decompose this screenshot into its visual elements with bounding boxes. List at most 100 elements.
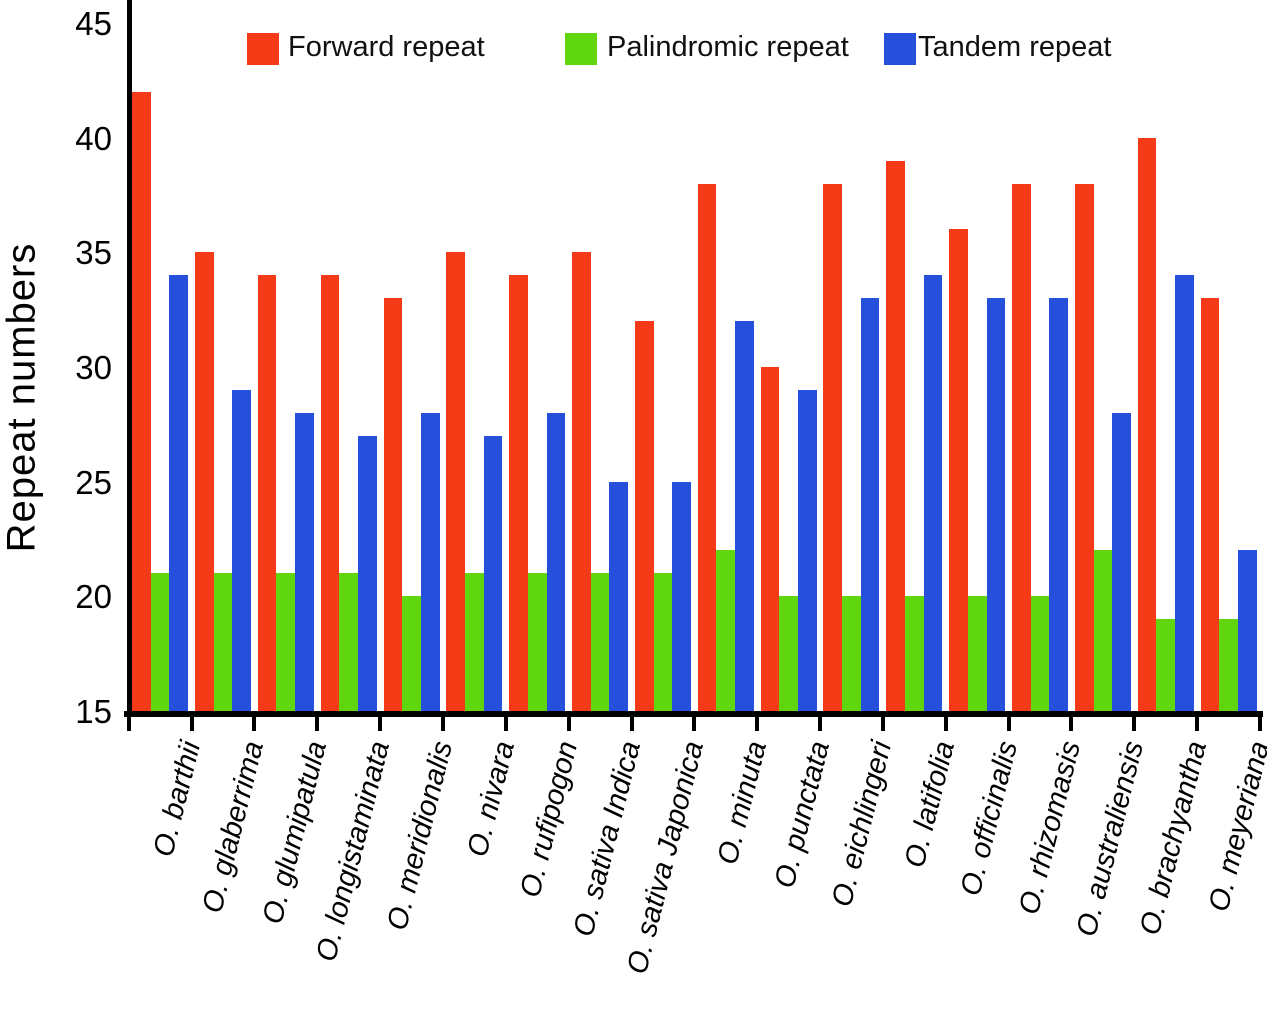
y-axis-line (127, 0, 132, 717)
x-tick-mark (252, 717, 257, 731)
x-tick-mark (1069, 717, 1074, 731)
y-tick-label-15: 15 (75, 693, 112, 730)
x-tick-mark (1258, 717, 1262, 731)
x-tick-mark (315, 717, 320, 731)
legend-label-tandem-repeat: Tandem repeat (918, 31, 1112, 63)
bar-tandem-repeat-5 (420, 412, 440, 711)
legend-label-palindromic-repeat: Palindromic repeat (607, 31, 849, 63)
bar-palindromic-repeat-10 (716, 550, 736, 711)
x-tick-mark (503, 717, 508, 731)
bar-tandem-repeat-2 (232, 389, 251, 711)
bar-palindromic-repeat-8 (590, 573, 610, 711)
legend-swatch-tandem-repeat (884, 33, 916, 65)
bar-tandem-repeat-13 (923, 275, 943, 711)
bar-tandem-repeat-3 (295, 412, 314, 711)
bar-palindromic-repeat-12 (842, 596, 861, 711)
bar-palindromic-repeat-13 (904, 596, 924, 711)
y-tick-label-35: 35 (75, 234, 112, 272)
bar-forward-repeat-18 (1200, 298, 1220, 711)
bar-palindromic-repeat-4 (339, 573, 358, 711)
x-category-label-12: O. eichlingeri (826, 738, 899, 910)
bar-tandem-repeat-12 (860, 298, 880, 711)
y-tick-label-20: 20 (75, 578, 112, 616)
x-category-label-18: O. meyeriana (1202, 738, 1267, 915)
bar-forward-repeat-2 (194, 252, 214, 711)
x-tick-mark (692, 717, 697, 731)
legend-swatch-forward-repeat (247, 33, 279, 65)
bar-tandem-repeat-8 (609, 481, 629, 711)
x-category-label-14: O. officinalis (954, 738, 1025, 900)
bar-forward-repeat-10 (697, 183, 717, 711)
bar-tandem-repeat-11 (797, 389, 817, 711)
x-tick-mark (1006, 717, 1011, 731)
bar-forward-repeat-14 (949, 229, 968, 711)
x-tick-mark (440, 717, 445, 731)
bar-palindromic-repeat-2 (213, 573, 233, 711)
bar-tandem-repeat-10 (735, 321, 754, 711)
bar-forward-repeat-4 (320, 275, 340, 711)
x-category-label-10: O. minuta (711, 738, 773, 868)
bar-tandem-repeat-15 (1049, 298, 1069, 711)
bar-palindromic-repeat-7 (527, 573, 547, 711)
x-category-label-1: O. barthii (147, 738, 208, 860)
x-category-label-3: O. glumipatula (256, 738, 333, 928)
x-axis-line (124, 711, 1263, 717)
bar-forward-repeat-8 (572, 252, 591, 711)
legend-swatch-palindromic-repeat (565, 33, 597, 65)
bar-tandem-repeat-17 (1175, 275, 1194, 711)
y-tick-label-45: 45 (75, 5, 112, 43)
bar-forward-repeat-12 (823, 183, 843, 711)
bar-forward-repeat-6 (446, 252, 466, 711)
x-tick-mark (126, 717, 131, 731)
bar-tandem-repeat-7 (546, 412, 566, 711)
bar-palindromic-repeat-17 (1156, 619, 1176, 711)
bar-palindromic-repeat-18 (1219, 619, 1238, 711)
x-tick-mark (1195, 717, 1200, 731)
bar-palindromic-repeat-14 (967, 596, 987, 711)
bar-forward-repeat-1 (132, 91, 151, 711)
y-tick-label-30: 30 (75, 349, 112, 387)
x-tick-mark (943, 717, 948, 731)
bar-forward-repeat-17 (1137, 137, 1157, 711)
bar-forward-repeat-15 (1012, 183, 1031, 711)
bar-palindromic-repeat-6 (465, 573, 484, 711)
bar-forward-repeat-11 (760, 367, 780, 711)
bar-palindromic-repeat-15 (1030, 596, 1050, 711)
x-tick-mark (1132, 717, 1137, 731)
bar-tandem-repeat-18 (1237, 550, 1257, 711)
bar-tandem-repeat-14 (986, 298, 1006, 711)
bar-palindromic-repeat-9 (653, 573, 673, 711)
x-tick-mark (755, 717, 760, 731)
y-axis-title: Repeat numbers (0, 242, 44, 553)
bar-tandem-repeat-9 (672, 481, 691, 711)
y-tick-label-25: 25 (75, 463, 112, 501)
bar-palindromic-repeat-3 (276, 573, 296, 711)
legend-label-forward-repeat: Forward repeat (288, 31, 485, 63)
x-category-label-2: O. glaberrima (196, 738, 271, 917)
bar-forward-repeat-13 (886, 160, 905, 711)
x-tick-mark (189, 717, 194, 731)
x-tick-mark (880, 717, 885, 731)
bar-palindromic-repeat-5 (402, 596, 421, 711)
x-tick-mark (566, 717, 571, 731)
x-category-label-17: O. brachyantha (1133, 738, 1213, 939)
bar-tandem-repeat-16 (1112, 412, 1131, 711)
x-tick-mark (629, 717, 634, 731)
x-category-label-5: O. meridionalis (380, 738, 459, 934)
x-category-label-11: O. punctata (768, 738, 836, 892)
x-category-label-15: O. rhizomasis (1013, 738, 1088, 918)
bar-forward-repeat-16 (1074, 183, 1094, 711)
bar-tandem-repeat-4 (358, 435, 377, 711)
x-category-label-13: O. latifolia (899, 738, 962, 871)
bar-palindromic-repeat-11 (779, 596, 798, 711)
bar-tandem-repeat-1 (169, 275, 189, 711)
bar-forward-repeat-7 (509, 275, 528, 711)
bar-palindromic-repeat-1 (150, 573, 170, 711)
y-tick-label-40: 40 (75, 119, 112, 157)
bar-forward-repeat-9 (634, 321, 654, 711)
x-tick-mark (818, 717, 823, 731)
bar-tandem-repeat-6 (483, 435, 503, 711)
bar-forward-repeat-3 (257, 275, 277, 711)
bar-palindromic-repeat-16 (1093, 550, 1113, 711)
